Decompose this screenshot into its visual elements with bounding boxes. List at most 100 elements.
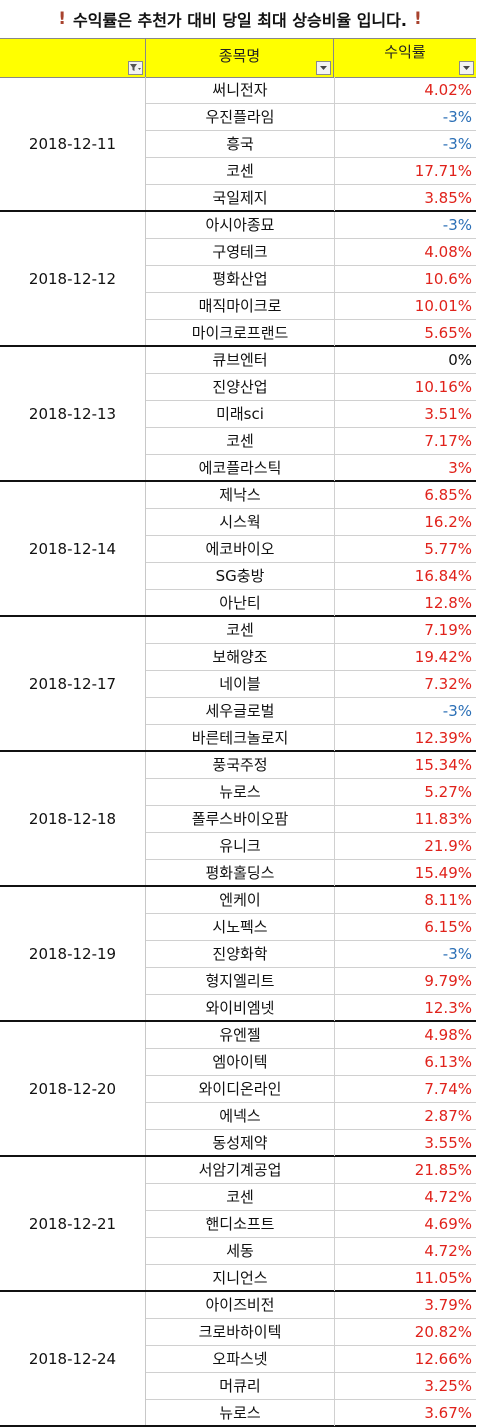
date-group: 2018-12-24 아이즈비전 3.79% 크로바하이텍 20.82% 오파스넷 12.6…: [0, 1292, 476, 1427]
return-rate-cell: 3%: [448, 459, 472, 477]
table-row: 엔케이 8.11%: [146, 887, 476, 914]
stock-name-cell: 유니크: [146, 833, 335, 859]
table-row: 진양산업 10.16%: [146, 374, 476, 401]
stock-table: 2018-12-11 써니전자 4.02% 우진플라임 -3% 흥국 -3% 코센 17.71%…: [0, 77, 476, 1427]
exclamation-icon: !: [58, 9, 67, 29]
stock-name-cell: 유엔젤: [146, 1022, 335, 1048]
table-row: 매직마이크로 10.01%: [146, 293, 476, 320]
stock-name-cell: 머큐리: [146, 1373, 335, 1399]
stock-name-cell: 동성제약: [146, 1130, 335, 1156]
date-cell: 2018-12-14: [0, 482, 146, 615]
stock-name-cell: 평화홀딩스: [146, 860, 335, 886]
return-rate-cell: 10.01%: [414, 297, 472, 315]
table-row: 세동 4.72%: [146, 1238, 476, 1265]
return-rate-cell: 4.69%: [424, 1215, 472, 1233]
date-group: 2018-12-14 제낙스 6.85% 시스웍 16.2% 에코바이오 5.77% SG충방…: [0, 482, 476, 617]
return-rate-cell: 9.79%: [424, 972, 472, 990]
stock-name-cell: 우진플라임: [146, 104, 335, 130]
return-rate-cell: 4.02%: [424, 81, 472, 99]
return-rate-cell: 6.15%: [424, 918, 472, 936]
return-rate-cell: 3.55%: [424, 1134, 472, 1152]
return-rate-cell: 0%: [448, 351, 472, 369]
table-row: 뉴로스 3.67%: [146, 1400, 476, 1427]
stock-name-cell: 코센: [146, 158, 335, 184]
return-rate-cell: 3.79%: [424, 1296, 472, 1314]
return-rate-cell: 4.72%: [424, 1242, 472, 1260]
table-row: 에코플라스틱 3%: [146, 455, 476, 482]
dropdown-arrow-icon[interactable]: [459, 61, 474, 75]
table-row: 엠아이텍 6.13%: [146, 1049, 476, 1076]
table-row: 시스웍 16.2%: [146, 509, 476, 536]
return-rate-cell: -3%: [442, 216, 472, 234]
stock-name-cell: 엠아이텍: [146, 1049, 335, 1075]
stock-name-cell: 와이디온라인: [146, 1076, 335, 1102]
table-row: 코센 7.19%: [146, 617, 476, 644]
table-row: 풍국주정 15.34%: [146, 752, 476, 779]
return-rate-cell: 7.32%: [424, 675, 472, 693]
return-rate-cell: 4.08%: [424, 243, 472, 261]
date-cell: 2018-12-24: [0, 1292, 146, 1425]
stock-name-cell: 진양산업: [146, 374, 335, 400]
table-row: 아난티 12.8%: [146, 590, 476, 617]
notice-text: 수익률은 추천가 대비 당일 최대 상승비율 입니다.: [73, 11, 407, 30]
stock-name-cell: 보해양조: [146, 644, 335, 670]
table-row: 핸디소프트 4.69%: [146, 1211, 476, 1238]
table-row: 유엔젤 4.98%: [146, 1022, 476, 1049]
date-cell: 2018-12-21: [0, 1157, 146, 1290]
return-rate-cell: 5.77%: [424, 540, 472, 558]
table-row: 제낙스 6.85%: [146, 482, 476, 509]
date-group: 2018-12-20 유엔젤 4.98% 엠아이텍 6.13% 와이디온라인 7.74% 에넥…: [0, 1022, 476, 1157]
table-row: 흥국 -3%: [146, 131, 476, 158]
return-rate-cell: 4.98%: [424, 1026, 472, 1044]
stock-name-header-label: 종목명: [218, 47, 261, 65]
stock-name-cell: 아이즈비전: [146, 1292, 335, 1318]
date-group: 2018-12-13 큐브엔터 0% 진양산업 10.16% 미래sci 3.51% 코센 7.…: [0, 347, 476, 482]
stock-name-cell: 시노펙스: [146, 914, 335, 940]
return-rate-cell: 20.82%: [414, 1323, 472, 1341]
date-group: 2018-12-11 써니전자 4.02% 우진플라임 -3% 흥국 -3% 코센 17.71%…: [0, 77, 476, 212]
return-column-header: 수익률: [334, 39, 476, 77]
return-rate-cell: 16.2%: [424, 513, 472, 531]
return-rate-cell: 5.65%: [424, 324, 472, 342]
dropdown-arrow-icon[interactable]: [316, 61, 331, 75]
table-row: 구영테크 4.08%: [146, 239, 476, 266]
table-row: SG충방 16.84%: [146, 563, 476, 590]
stock-name-cell: 폴루스바이오팜: [146, 806, 335, 832]
return-rate-cell: 5.27%: [424, 783, 472, 801]
table-row: 지니언스 11.05%: [146, 1265, 476, 1292]
stock-name-cell: 진양화학: [146, 941, 335, 967]
table-row: 평화산업 10.6%: [146, 266, 476, 293]
notice-banner: ! 수익률은 추천가 대비 당일 최대 상승비율 입니다. !: [0, 0, 480, 38]
stock-name-cell: 네이블: [146, 671, 335, 697]
table-row: 코센 4.72%: [146, 1184, 476, 1211]
stock-name-cell: 코센: [146, 617, 335, 643]
table-row: 형지엘리트 9.79%: [146, 968, 476, 995]
stock-name-cell: 에코플라스틱: [146, 455, 335, 481]
table-row: 진양화학 -3%: [146, 941, 476, 968]
stock-name-cell: 뉴로스: [146, 1400, 335, 1426]
table-row: 크로바하이텍 20.82%: [146, 1319, 476, 1346]
table-row: 에넥스 2.87%: [146, 1103, 476, 1130]
date-group: 2018-12-19 엔케이 8.11% 시노펙스 6.15% 진양화학 -3% 형지엘리트 9…: [0, 887, 476, 1022]
return-rate-cell: -3%: [442, 945, 472, 963]
return-rate-cell: 7.19%: [424, 621, 472, 639]
table-row: 미래sci 3.51%: [146, 401, 476, 428]
return-rate-cell: -3%: [442, 108, 472, 126]
return-rate-cell: 19.42%: [414, 648, 472, 666]
filter-applied-icon[interactable]: [128, 61, 143, 75]
return-rate-cell: -3%: [442, 135, 472, 153]
table-row: 마이크로프랜드 5.65%: [146, 320, 476, 347]
table-row: 우진플라임 -3%: [146, 104, 476, 131]
return-rate-cell: 3.25%: [424, 1377, 472, 1395]
table-row: 아시아종묘 -3%: [146, 212, 476, 239]
return-rate-cell: 12.39%: [414, 729, 472, 747]
table-row: 아이즈비전 3.79%: [146, 1292, 476, 1319]
stock-name-cell: 형지엘리트: [146, 968, 335, 994]
return-header-label: 수익률: [384, 43, 426, 61]
stock-name-cell: 핸디소프트: [146, 1211, 335, 1237]
date-cell: 2018-12-12: [0, 212, 146, 345]
return-rate-cell: 12.66%: [414, 1350, 472, 1368]
stock-name-cell: 서암기계공업: [146, 1157, 335, 1183]
stock-name-cell: 바른테크놀로지: [146, 725, 335, 751]
stock-name-column-header: 종목명: [146, 39, 334, 77]
